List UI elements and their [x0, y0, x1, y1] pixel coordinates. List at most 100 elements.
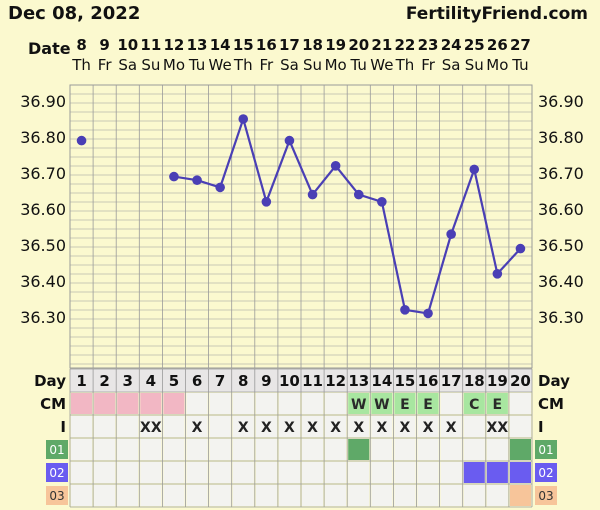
weekday-tick: Mo	[325, 56, 347, 74]
y-tick-left: 36.90	[20, 92, 66, 111]
intercourse-mark: XX	[140, 420, 162, 436]
table-cell-i	[417, 416, 439, 437]
table-cell-i	[348, 416, 370, 437]
table-cell-r03	[486, 485, 508, 506]
row-badge-left	[46, 440, 68, 459]
table-cell-r03	[278, 485, 300, 506]
table-cell-r02	[509, 462, 531, 483]
row-label-right: Day	[538, 372, 570, 390]
table-cell-cm	[486, 393, 508, 414]
table-cell-i	[509, 416, 531, 437]
data-point	[215, 182, 225, 193]
y-tick-left: 36.30	[20, 308, 66, 327]
data-point	[261, 197, 272, 207]
table-cell-r01	[440, 439, 462, 460]
series-line-segment	[311, 165, 337, 196]
weekday-tick: Su	[303, 56, 322, 74]
table-cell-i	[209, 416, 231, 437]
cycle-day-tick: 6	[192, 372, 202, 390]
row-badge-label-left: 01	[49, 443, 64, 457]
table-cell-cm	[186, 393, 208, 414]
series-line-segment	[242, 118, 268, 203]
table-cell-r03	[440, 485, 462, 506]
table-cell-r03	[255, 485, 277, 506]
table-cell-r01	[348, 439, 370, 460]
data-point	[192, 175, 202, 185]
table-cell-i	[302, 416, 324, 437]
y-tick-left: 36.80	[20, 128, 66, 147]
table-cell-cm	[117, 393, 139, 414]
row-badge-label-right: 01	[538, 443, 553, 457]
weekday-tick: Fr	[98, 56, 113, 74]
date-tick: 8	[76, 36, 86, 54]
table-cell-cm	[163, 393, 185, 414]
data-point	[330, 161, 341, 171]
table-cell-r02	[440, 462, 462, 483]
table-cell-r01	[486, 439, 508, 460]
cycle-day-tick: 1	[76, 372, 86, 390]
table-cell-r01	[325, 439, 347, 460]
table-cell-i	[325, 416, 347, 437]
cycle-day-tick: 10	[279, 372, 300, 390]
weekday-tick: Tu	[350, 56, 367, 74]
weekday-tick: Sa	[280, 56, 299, 74]
date-tick: 19	[325, 36, 346, 54]
table-cell-cm	[278, 393, 300, 414]
table-cell-r01	[463, 439, 485, 460]
table-cell-r01	[278, 439, 300, 460]
y-tick-right: 36.30	[538, 308, 584, 327]
table-cell-r03	[348, 485, 370, 506]
table-cell-r02	[71, 462, 93, 483]
data-point	[169, 171, 179, 182]
table-cell-r02	[255, 462, 277, 483]
table-cell-r02	[94, 462, 116, 483]
table-cell-r02	[140, 462, 162, 483]
weekday-tick: We	[370, 56, 393, 74]
table-cell-r03	[371, 485, 393, 506]
table-cell-cm	[509, 393, 531, 414]
date-tick: 26	[487, 36, 508, 54]
weekday-tick: Su	[465, 56, 484, 74]
cycle-day-tick: 20	[510, 372, 531, 390]
intercourse-mark: X	[261, 420, 272, 436]
chart-date: Dec 08, 2022	[8, 3, 141, 24]
row-badge-label-left: 02	[49, 466, 64, 480]
table-cell-i	[394, 416, 416, 437]
table-cell-r02	[117, 462, 139, 483]
table-cell-i	[278, 416, 300, 437]
table-cell-r03	[94, 485, 116, 506]
data-point	[446, 229, 456, 239]
cycle-day-tick: 2	[99, 372, 109, 390]
cycle-day-tick: 13	[348, 372, 369, 390]
date-tick: 22	[395, 36, 416, 54]
cm-entry: E	[400, 397, 410, 413]
weekday-tick: Sa	[118, 56, 137, 74]
table-cell-cm	[71, 393, 93, 414]
cycle-day-tick: 17	[441, 372, 462, 390]
weekday-tick: Th	[71, 56, 91, 74]
table-cell-r03	[463, 485, 485, 506]
table-cell-r03	[509, 485, 531, 506]
data-point	[515, 243, 526, 254]
table-cell-i	[255, 416, 277, 437]
table-cell-cm	[417, 393, 439, 414]
row-badge-right	[535, 440, 557, 459]
table-cell-cm	[440, 393, 462, 414]
row-badge-label-right: 02	[538, 466, 553, 480]
weekday-tick: Tu	[188, 56, 205, 74]
data-point	[307, 189, 318, 200]
row-badge-right	[535, 463, 557, 482]
table-cell-cm	[371, 393, 393, 414]
weekday-tick: Mo	[486, 56, 508, 74]
data-point	[76, 135, 87, 146]
table-cell-r02	[394, 462, 416, 483]
cycle-day-tick: 9	[261, 372, 271, 390]
weekday-tick: Tu	[511, 56, 528, 74]
table-cell-r01	[94, 439, 116, 460]
table-cell-i	[232, 416, 254, 437]
date-tick: 10	[117, 36, 138, 54]
table-cell-cm	[209, 393, 231, 414]
intercourse-mark: X	[192, 420, 203, 436]
intercourse-mark: X	[400, 420, 411, 436]
